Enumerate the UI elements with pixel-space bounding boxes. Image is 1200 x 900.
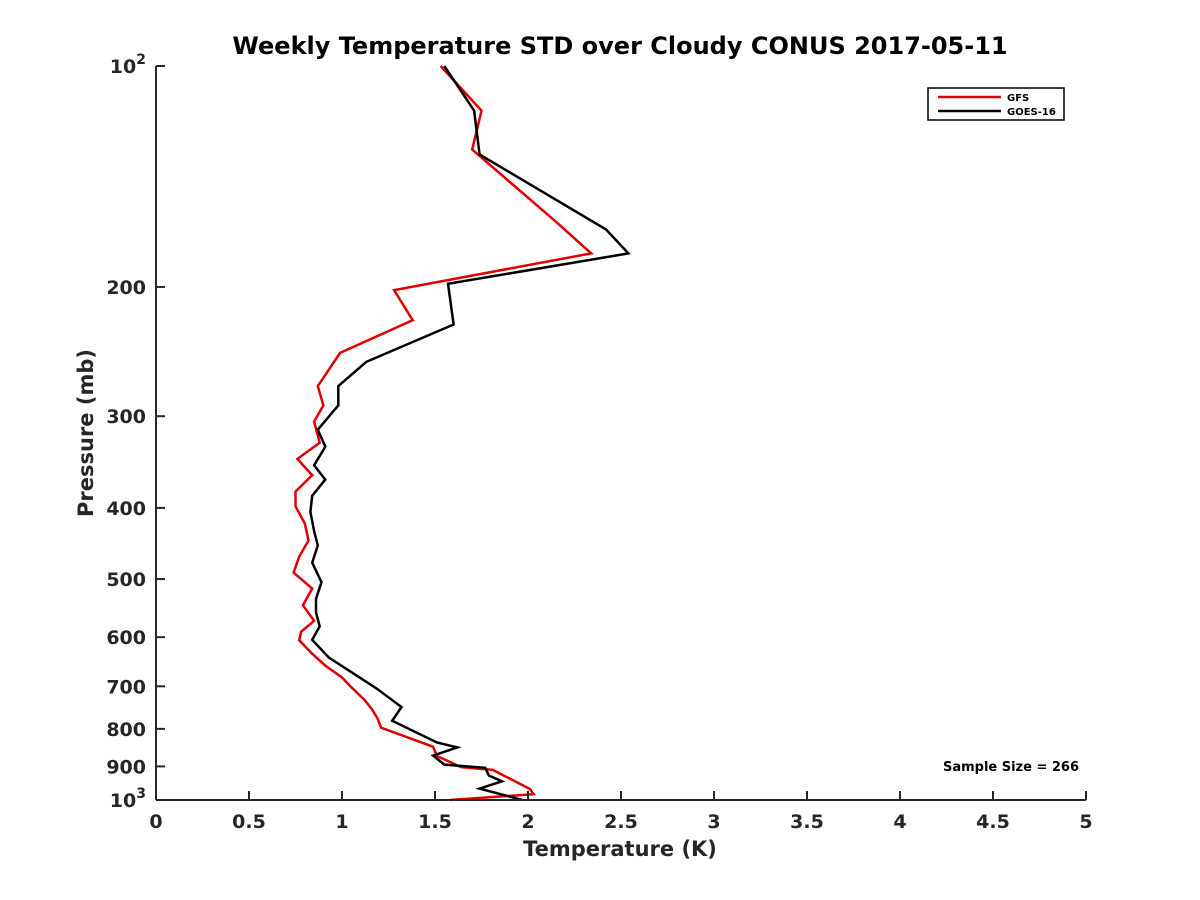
y-tick-label: 103: [110, 786, 146, 812]
y-tick-label: 102: [110, 52, 146, 78]
legend-label-goes-16: GOES-16: [1007, 107, 1056, 118]
x-tick-label: 0.5: [232, 811, 266, 833]
x-tick-label: 4.5: [976, 811, 1010, 833]
y-tick-label: 400: [106, 498, 146, 520]
y-tick-label: 900: [106, 756, 146, 778]
plot-lines: [292, 65, 631, 802]
x-tick-label: 3.5: [790, 811, 824, 833]
chart-title: Weekly Temperature STD over Cloudy CONUS…: [232, 32, 1007, 60]
sample-size-annotation: Sample Size = 266: [943, 760, 1079, 775]
series-line-gfs: [292, 65, 594, 802]
x-tick-label: 1: [335, 811, 348, 833]
y-tick-label: 200: [106, 277, 146, 299]
y-tick-label: 800: [106, 719, 146, 741]
legend-box: [927, 87, 1065, 121]
y-axis-ticks: 102 200 300 400 500 600 700 800 900 103: [106, 52, 165, 812]
y-tick-label: 300: [106, 406, 146, 428]
x-axis-ticks: 0 0.5 1 1.5 2 2.5 3 3.5 4 4.5 5: [149, 791, 1093, 833]
legend: GFS GOES-16: [927, 87, 1065, 121]
x-axis-label: Temperature (K): [523, 837, 717, 861]
x-tick-label: 5: [1079, 811, 1092, 833]
x-tick-label: 2: [521, 811, 534, 833]
x-tick-label: 4: [893, 811, 906, 833]
y-tick-label: 600: [106, 627, 146, 649]
y-tick-label: 500: [106, 569, 146, 591]
legend-label-gfs: GFS: [1007, 93, 1029, 104]
x-tick-label: 0: [149, 811, 162, 833]
x-tick-label: 1.5: [418, 811, 452, 833]
x-tick-label: 3: [707, 811, 720, 833]
series-line-goes-16: [309, 65, 631, 802]
y-axis-label: Pressure (mb): [74, 349, 98, 517]
x-tick-label: 2.5: [604, 811, 638, 833]
y-tick-label: 700: [106, 676, 146, 698]
